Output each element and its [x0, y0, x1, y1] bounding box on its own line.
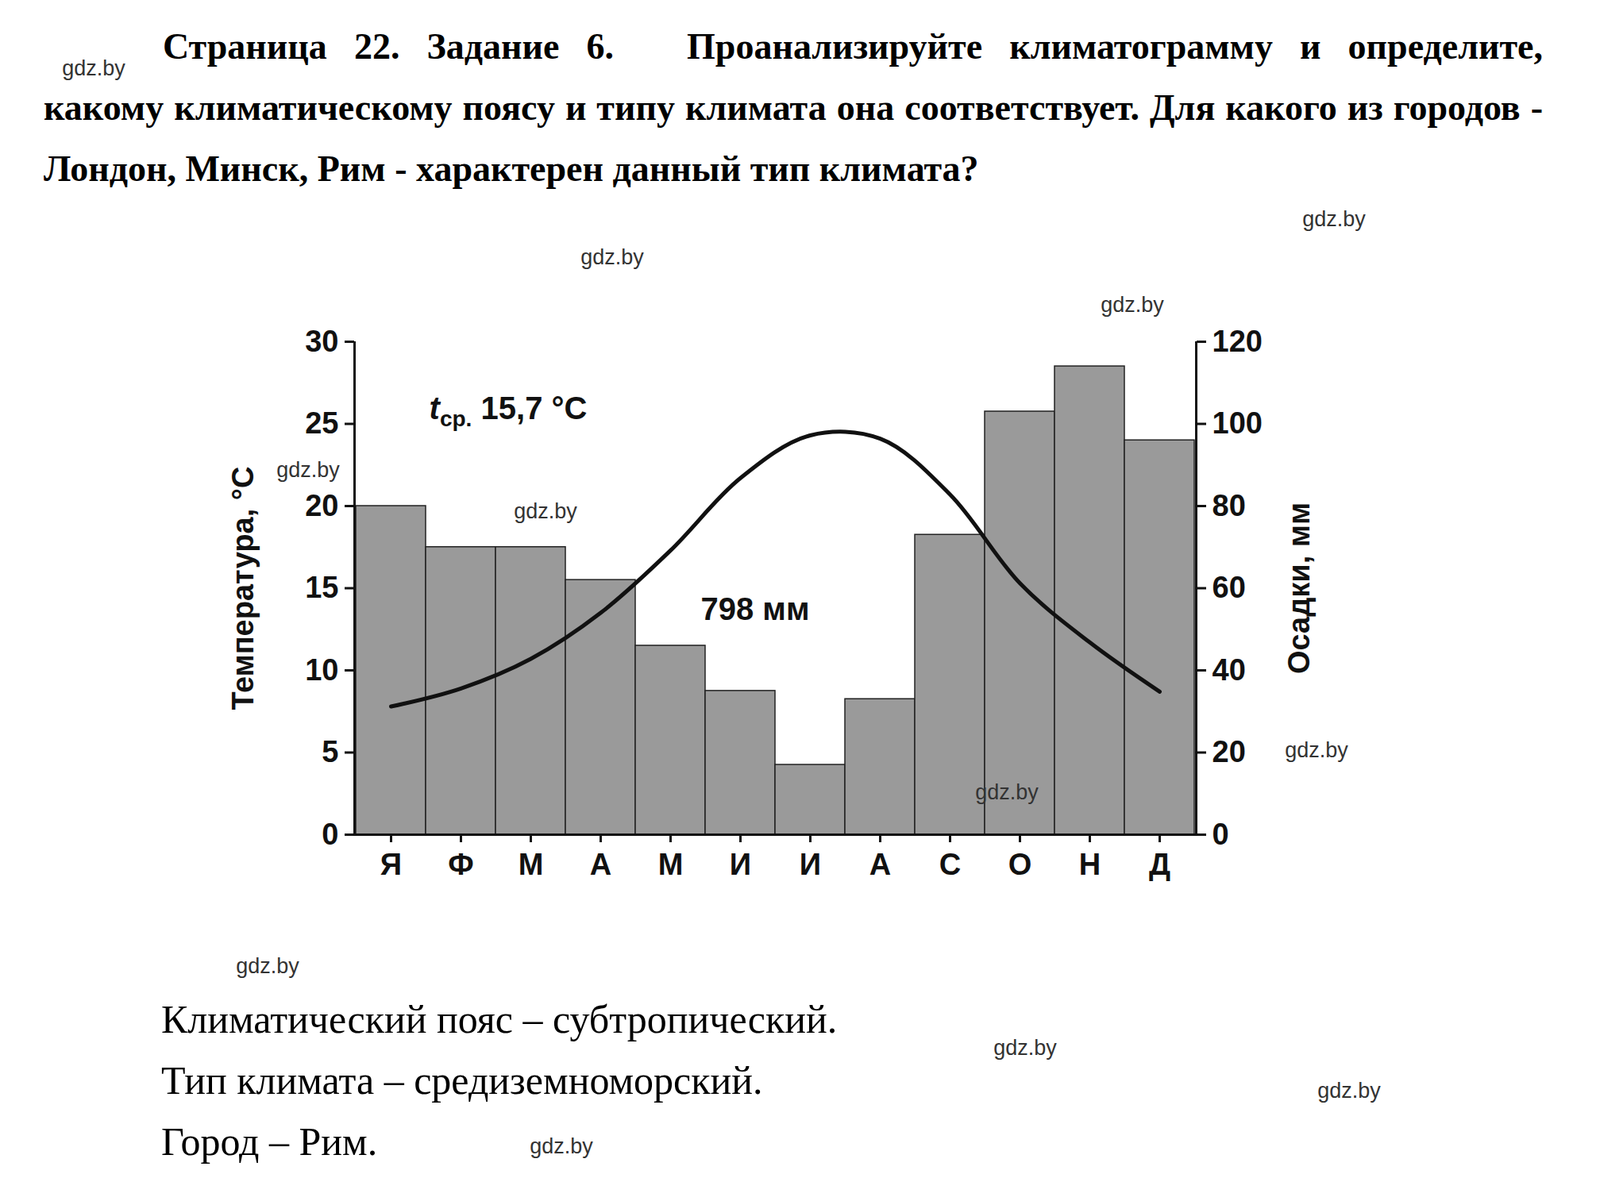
html-text:gdz.by: gdz.by: [975, 780, 1039, 804]
html-text:gdz.by: gdz.by: [529, 1134, 593, 1159]
html-text:gdz.by: gdz.by: [62, 55, 126, 80]
html-text:Страница 22. Задание 6. Проана: Страница 22. Задание 6. Проанализируйте …: [43, 26, 1543, 189]
svg-text:5: 5: [321, 735, 339, 769]
svg-text:0: 0: [1212, 817, 1230, 852]
html-text:gdz.by: gdz.by: [235, 954, 300, 978]
html-text:Осадки, мм: Осадки, мм: [1281, 502, 1316, 674]
html-text:Город – Рим.: Город – Рим.: [161, 1119, 378, 1165]
html-text:gdz.by: gdz.by: [1317, 1078, 1381, 1103]
html-text:Температура, °C: Температура, °C: [225, 466, 260, 710]
html-text:gdz.by: gdz.by: [580, 244, 644, 269]
html-text:gdz.by: gdz.by: [1302, 206, 1366, 231]
html-text:798 мм: 798 мм: [700, 591, 810, 627]
html-text:gdz.by: gdz.by: [513, 499, 578, 523]
html-text:gdz.by: gdz.by: [993, 1035, 1057, 1060]
svg-text:120: 120: [1212, 324, 1263, 359]
svg-text:А: А: [869, 848, 891, 882]
svg-text:20: 20: [1212, 735, 1246, 769]
svg-text:О: О: [1008, 848, 1033, 882]
svg-text:Н: Н: [1079, 848, 1101, 882]
html-text:Тип климата – средиземноморски: Тип климата – средиземноморский.: [161, 1058, 763, 1103]
svg-text:25: 25: [304, 406, 339, 440]
svg-text:И: И: [729, 848, 752, 882]
svg-text:А: А: [589, 848, 612, 882]
svg-text:40: 40: [1212, 653, 1246, 687]
html-text:tср. 15,7 °C: tср. 15,7 °C: [429, 390, 588, 432]
svg-text:И: И: [799, 848, 822, 882]
svg-text:С: С: [939, 848, 961, 882]
svg-text:М: М: [518, 848, 544, 882]
svg-text:0: 0: [321, 817, 339, 852]
svg-text:100: 100: [1212, 406, 1263, 440]
svg-text:60: 60: [1212, 570, 1246, 605]
html-text:gdz.by: gdz.by: [1100, 292, 1164, 317]
svg-text:30: 30: [304, 324, 339, 359]
svg-text:М: М: [658, 848, 684, 882]
svg-text:15: 15: [304, 570, 339, 605]
svg-text:Я: Я: [380, 848, 402, 882]
svg-text:80: 80: [1212, 489, 1246, 523]
svg-text:Ф: Ф: [447, 848, 474, 882]
html-text:gdz.by: gdz.by: [1284, 738, 1349, 762]
svg-text:20: 20: [304, 489, 339, 523]
svg-text:Д: Д: [1148, 848, 1171, 882]
html-text:gdz.by: gdz.by: [276, 457, 340, 482]
svg-text:10: 10: [304, 653, 339, 687]
html-text:Климатический пояс – субтропич: Климатический пояс – субтропический.: [161, 997, 838, 1042]
